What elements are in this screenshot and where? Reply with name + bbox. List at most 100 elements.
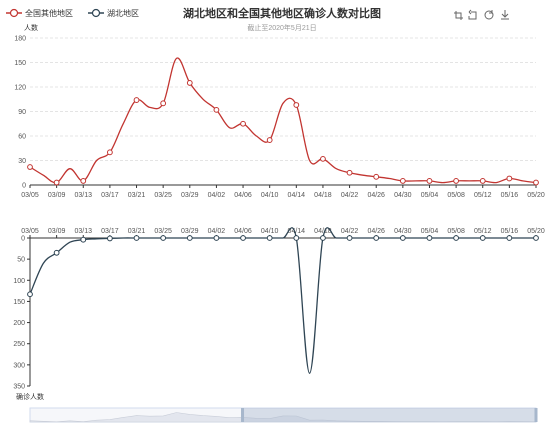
top-x-tick-label: 03/13 <box>74 192 92 199</box>
data-point-hubei[interactable] <box>373 235 380 241</box>
top-x-tick-label: 04/14 <box>288 192 306 199</box>
bottom-x-tick-label: 05/04 <box>421 228 439 235</box>
data-point-other-regions[interactable] <box>133 97 140 103</box>
bottom-series-hubei <box>27 227 539 374</box>
top-x-tick-label: 05/16 <box>501 192 519 199</box>
top-x-tick-label: 03/05 <box>21 192 39 199</box>
data-point-other-regions[interactable] <box>160 100 167 107</box>
data-point-other-regions[interactable] <box>186 80 193 86</box>
data-point-other-regions[interactable] <box>373 173 380 180</box>
data-point-hubei[interactable] <box>320 235 326 241</box>
top-x-tick-label: 05/04 <box>421 192 439 199</box>
datazoom-data-shadow <box>29 412 537 423</box>
data-point-hubei[interactable] <box>346 235 353 241</box>
bottom-x-tick-label: 03/05 <box>21 228 39 235</box>
top-y-tick-label: 90 <box>18 109 26 116</box>
bottom-x-tick-label: 03/09 <box>48 228 66 235</box>
top-y-tick-label: 0 <box>22 183 26 190</box>
data-point-hubei[interactable] <box>479 235 486 241</box>
data-point-other-regions[interactable] <box>53 179 60 186</box>
top-x-tick-label: 04/18 <box>314 192 332 199</box>
data-point-hubei[interactable] <box>186 235 193 241</box>
top-grid <box>30 37 536 186</box>
top-y-tick-label: 150 <box>14 60 26 67</box>
data-point-other-regions[interactable] <box>346 169 353 176</box>
legend-item-hubei[interactable]: 湖北地区 <box>88 8 139 18</box>
top-x-tick-label: 04/06 <box>234 192 252 199</box>
data-point-hubei[interactable] <box>53 249 60 256</box>
bottom-x-tick-label: 05/12 <box>474 228 492 235</box>
bottom-x-tick-label: 04/06 <box>234 228 252 235</box>
top-y-tick-label: 120 <box>14 85 26 92</box>
save-image-icon[interactable] <box>501 10 509 20</box>
restore-icon[interactable] <box>484 10 494 20</box>
legend[interactable]: 全国其他地区 湖北地区 <box>6 8 139 18</box>
bottom-y-tick-label: 100 <box>13 278 25 285</box>
top-x-tick-label: 04/02 <box>208 192 226 199</box>
bottom-x-tick-label: 05/16 <box>501 228 519 235</box>
top-x-tick-label: 03/21 <box>128 192 146 199</box>
bottom-y-tick-label: 150 <box>13 299 25 306</box>
data-point-other-regions[interactable] <box>533 179 539 186</box>
bottom-x-tick-label: 03/25 <box>154 228 172 235</box>
bottom-x-tick-label: 04/14 <box>288 228 306 235</box>
bottom-y-tick-label: 50 <box>17 257 25 264</box>
data-point-hubei[interactable] <box>27 291 33 298</box>
data-point-hubei[interactable] <box>399 235 406 241</box>
data-point-other-regions[interactable] <box>240 120 246 127</box>
data-point-other-regions[interactable] <box>293 102 300 108</box>
top-x-tick-label: 04/10 <box>261 192 279 199</box>
bottom-x-tick-label: 04/02 <box>208 228 226 235</box>
data-point-hubei[interactable] <box>240 235 246 241</box>
datazoom-slider[interactable] <box>29 407 538 423</box>
data-point-other-regions[interactable] <box>453 178 460 184</box>
zoom-area-icon[interactable] <box>454 11 463 20</box>
bottom-y-tick-label: 0 <box>21 236 25 243</box>
legend-label-other-regions: 全国其他地区 <box>25 8 73 18</box>
bottom-x-tick-label: 05/08 <box>447 228 465 235</box>
bottom-x-tick-label: 03/29 <box>181 228 199 235</box>
top-x-tick-label: 03/29 <box>181 192 199 199</box>
data-point-other-regions[interactable] <box>266 137 273 143</box>
data-point-hubei[interactable] <box>506 235 513 241</box>
datazoom-selected-range[interactable] <box>242 408 536 422</box>
data-point-hubei[interactable] <box>453 235 460 241</box>
top-x-tick-label: 05/08 <box>447 192 465 199</box>
datazoom-handle-start[interactable] <box>241 408 245 422</box>
top-x-tick-label: 05/12 <box>474 192 492 199</box>
data-point-hubei[interactable] <box>80 236 87 243</box>
datazoom-handle-end[interactable] <box>534 408 538 422</box>
data-point-hubei[interactable] <box>293 235 300 241</box>
top-y-tick-label: 180 <box>14 36 26 43</box>
bottom-x-tick-label: 05/20 <box>527 228 545 235</box>
data-point-other-regions[interactable] <box>426 178 433 184</box>
bottom-x-tick-label: 04/22 <box>341 228 359 235</box>
top-series-other-regions <box>27 57 539 186</box>
zoom-reset-icon[interactable] <box>468 9 477 20</box>
bottom-y-tick-label: 350 <box>13 384 25 391</box>
data-point-hubei[interactable] <box>533 235 539 241</box>
data-point-other-regions[interactable] <box>80 178 87 184</box>
data-point-other-regions[interactable] <box>106 149 113 156</box>
data-point-other-regions[interactable] <box>399 178 406 184</box>
bottom-y-tick-label: 250 <box>13 341 25 348</box>
data-point-hubei[interactable] <box>213 235 220 241</box>
data-point-hubei[interactable] <box>426 235 433 241</box>
top-y-axis-name: 人数 <box>24 23 38 32</box>
data-point-other-regions[interactable] <box>479 178 486 184</box>
data-point-other-regions[interactable] <box>506 175 513 182</box>
data-point-hubei[interactable] <box>133 235 140 241</box>
top-x-tick-label: 04/30 <box>394 192 412 199</box>
bottom-x-tick-label: 03/21 <box>128 228 146 235</box>
data-point-other-regions[interactable] <box>320 155 326 162</box>
data-point-other-regions[interactable] <box>213 106 220 113</box>
bottom-y-axis-name: 确诊人数 <box>16 392 44 401</box>
toolbox[interactable] <box>454 9 509 20</box>
bottom-x-tick-label: 03/13 <box>74 228 92 235</box>
legend-item-other-regions[interactable]: 全国其他地区 <box>6 8 73 18</box>
data-point-hubei[interactable] <box>266 235 273 241</box>
data-point-hubei[interactable] <box>106 235 113 242</box>
bottom-y-axis: 0 50 100 150 200 250 300 350 <box>13 236 30 391</box>
data-point-other-regions[interactable] <box>27 164 33 170</box>
data-point-hubei[interactable] <box>160 235 167 241</box>
